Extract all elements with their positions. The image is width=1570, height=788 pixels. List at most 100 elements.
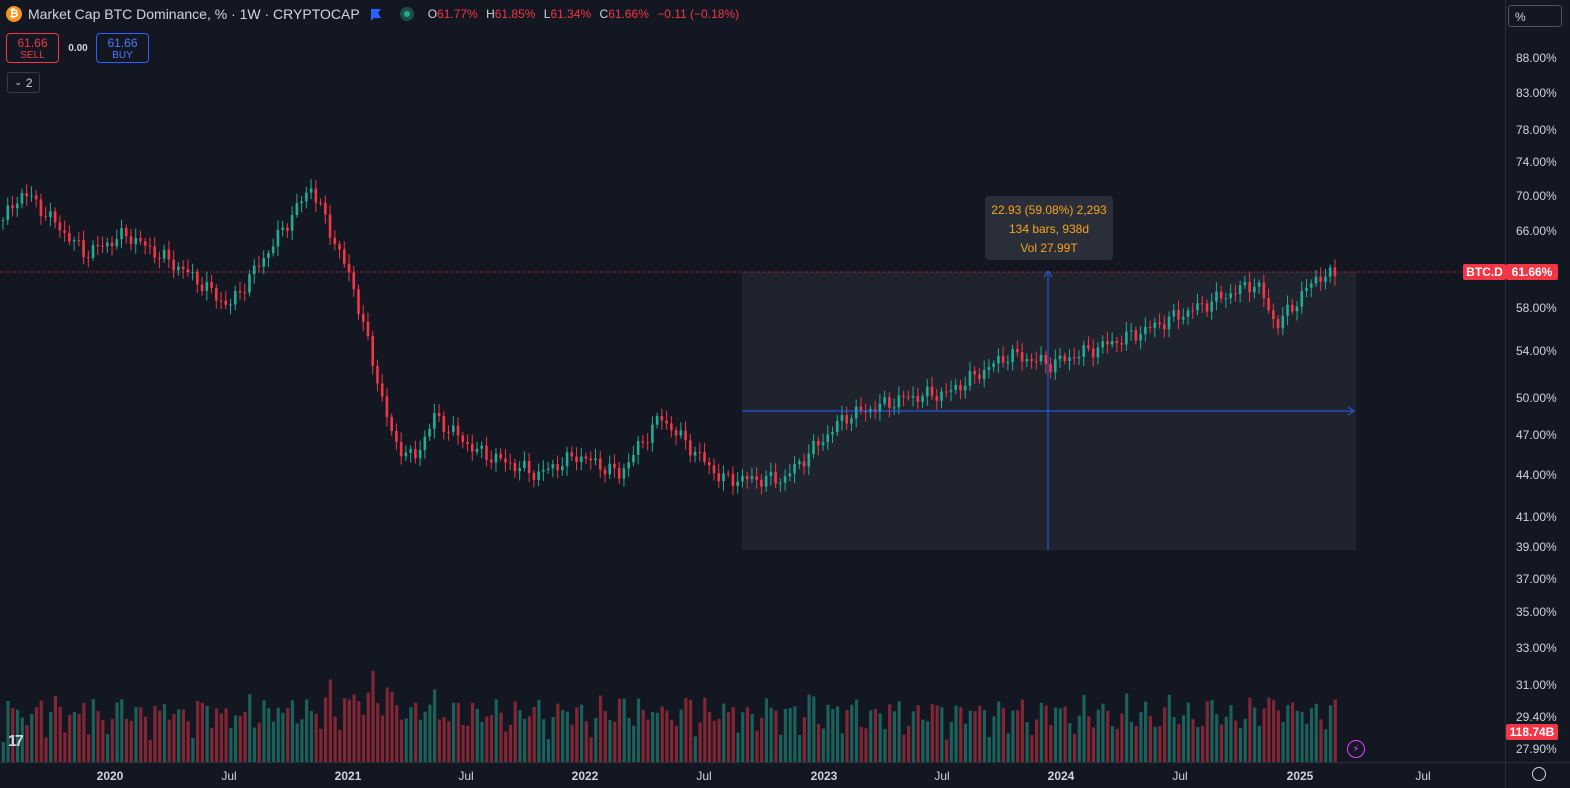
volume-bar xyxy=(172,713,176,762)
volume-bar xyxy=(200,702,204,762)
measure-vertical-arrow xyxy=(1043,270,1053,278)
price-axis-tick: 50.00% xyxy=(1516,391,1557,405)
candle-body xyxy=(518,468,521,472)
volume-bar xyxy=(342,698,347,762)
candle-body xyxy=(513,463,517,472)
buy-button[interactable]: 61.66 BUY xyxy=(96,33,149,63)
volume-bar xyxy=(1020,699,1024,762)
volume-bar xyxy=(679,709,683,762)
candle-body xyxy=(1267,298,1270,311)
volume-bar xyxy=(49,711,53,762)
settings-icon[interactable] xyxy=(1532,767,1546,781)
candle-body xyxy=(584,456,588,459)
volume-bar xyxy=(779,734,783,762)
candle-body xyxy=(579,456,583,463)
candle-body xyxy=(1072,357,1076,359)
volume-bar xyxy=(551,717,555,762)
price-axis-tick: 41.00% xyxy=(1516,510,1557,524)
volume-bar xyxy=(1,742,5,762)
volume-bar xyxy=(1063,706,1067,762)
volume-bar xyxy=(1158,726,1162,762)
candle-body xyxy=(452,425,455,432)
volume-bar xyxy=(598,695,603,762)
volume-bar xyxy=(883,729,887,762)
scale-mode-button[interactable]: % xyxy=(1508,5,1562,27)
volume-bar xyxy=(357,701,361,762)
candle-body xyxy=(1058,355,1062,360)
candle-body xyxy=(1134,330,1138,341)
volume-bar xyxy=(205,705,209,762)
candle-body xyxy=(6,205,10,220)
candle-body xyxy=(542,469,545,472)
volume-bar xyxy=(636,698,641,762)
volume-bar xyxy=(167,719,171,762)
candle-body xyxy=(30,195,33,197)
candle-body xyxy=(1044,354,1048,365)
candle-body xyxy=(129,236,133,245)
volume-bar xyxy=(305,699,309,762)
volume-bar xyxy=(319,728,323,762)
candle-body xyxy=(769,471,773,477)
volume-bar xyxy=(1139,712,1143,762)
candle-body xyxy=(442,415,446,432)
volume-bar xyxy=(935,705,939,762)
volume-bar xyxy=(162,704,167,762)
candle-body xyxy=(736,481,739,486)
price-change: −0.11 (−0.18%) xyxy=(657,7,740,21)
volume-bar xyxy=(437,719,441,762)
candle-body xyxy=(1177,310,1180,320)
volume-bar xyxy=(788,708,792,762)
volume-bar xyxy=(1039,702,1043,762)
volume-bar xyxy=(271,721,276,762)
volume-bar xyxy=(229,727,233,762)
volume-bar xyxy=(499,712,503,762)
time-axis[interactable]: 2020 Jul 2021 Jul 2022 Jul 2023 Jul 2024 Jul 2025 J… xyxy=(0,762,1505,788)
volume-bar xyxy=(1305,723,1309,762)
volume-bar xyxy=(736,732,740,762)
candle-body xyxy=(200,284,204,291)
candle-body xyxy=(153,246,156,258)
indicators-toggle-button[interactable]: ⌄ 2 xyxy=(7,72,40,93)
lightning-icon[interactable]: ⚡ xyxy=(1347,740,1365,758)
volume-bar xyxy=(6,701,10,762)
volume-bar xyxy=(584,721,588,762)
candle-body xyxy=(864,411,867,413)
volume-bar xyxy=(281,712,285,762)
candle-body xyxy=(124,228,128,237)
candle-body xyxy=(546,468,550,470)
volume-bar xyxy=(821,728,825,762)
volume-bar xyxy=(475,708,479,762)
volume-bar xyxy=(30,713,34,762)
flag-icon[interactable] xyxy=(370,8,382,20)
candle-body xyxy=(1167,316,1171,330)
volume-bar xyxy=(452,702,456,762)
volume-bar xyxy=(888,704,892,762)
volume-bar xyxy=(215,708,219,762)
candle-body xyxy=(409,449,412,453)
price-axis[interactable]: 88.00% 83.00% 78.00% 74.00% 70.00% 66.00% 58.0… xyxy=(1505,0,1570,762)
volume-bar xyxy=(110,719,114,762)
candle-body xyxy=(1001,356,1005,363)
volume-bar xyxy=(1072,733,1077,762)
chart-plot-area[interactable] xyxy=(0,0,1505,762)
volume-bar xyxy=(1243,718,1247,762)
symbol-title[interactable]: Market Cap BTC Dominance, % · 1W · CRYPT… xyxy=(28,6,360,22)
candle-body xyxy=(1096,347,1100,358)
tradingview-logo[interactable]: 17 xyxy=(8,733,24,750)
volume-bar xyxy=(328,679,332,762)
volume-bar xyxy=(665,710,669,762)
candle-body xyxy=(750,476,754,480)
volume-bar xyxy=(25,725,29,762)
candle-body xyxy=(1319,276,1323,282)
candle-body xyxy=(845,415,849,424)
sell-button[interactable]: 61.66 SELL xyxy=(6,33,59,63)
price-axis-tick: 29.40% xyxy=(1516,710,1557,724)
candle-body xyxy=(361,313,365,322)
candle-body xyxy=(1110,340,1114,345)
candle-body xyxy=(1215,291,1218,302)
time-axis-label: 2022 xyxy=(571,769,599,783)
volume-bar xyxy=(1219,724,1224,762)
volume-bar xyxy=(210,727,214,762)
bitcoin-icon: ₿ xyxy=(6,6,22,22)
volume-bar xyxy=(68,714,72,762)
